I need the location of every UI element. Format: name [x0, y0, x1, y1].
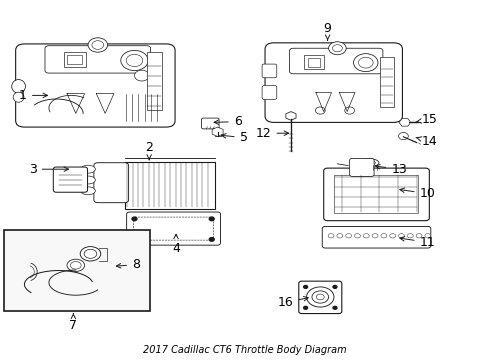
- Circle shape: [398, 132, 407, 140]
- Text: 1: 1: [19, 89, 47, 102]
- Circle shape: [306, 287, 333, 307]
- Text: 12: 12: [255, 127, 288, 140]
- Ellipse shape: [70, 261, 81, 269]
- Ellipse shape: [359, 159, 378, 167]
- FancyBboxPatch shape: [201, 118, 219, 129]
- FancyBboxPatch shape: [322, 226, 430, 248]
- Circle shape: [389, 234, 395, 238]
- Ellipse shape: [362, 160, 375, 165]
- Text: 14: 14: [415, 135, 436, 148]
- Circle shape: [407, 234, 412, 238]
- Ellipse shape: [84, 249, 97, 258]
- Circle shape: [332, 285, 336, 288]
- Ellipse shape: [13, 92, 24, 102]
- Text: 16: 16: [277, 296, 307, 309]
- FancyBboxPatch shape: [45, 46, 150, 73]
- Ellipse shape: [80, 247, 101, 261]
- Text: 7: 7: [69, 314, 77, 332]
- Circle shape: [88, 38, 107, 52]
- Circle shape: [327, 234, 333, 238]
- FancyBboxPatch shape: [262, 64, 276, 78]
- Circle shape: [415, 234, 421, 238]
- Text: 15: 15: [415, 113, 436, 126]
- Circle shape: [371, 234, 377, 238]
- Circle shape: [209, 217, 214, 221]
- FancyBboxPatch shape: [349, 158, 373, 176]
- Ellipse shape: [67, 259, 84, 271]
- Circle shape: [332, 306, 336, 309]
- Bar: [380, 57, 393, 107]
- Bar: [4, 230, 149, 311]
- Ellipse shape: [12, 80, 25, 93]
- Circle shape: [209, 238, 214, 241]
- Text: 3: 3: [29, 163, 68, 176]
- Circle shape: [134, 70, 149, 81]
- Ellipse shape: [81, 176, 95, 184]
- FancyBboxPatch shape: [298, 281, 341, 314]
- Text: 2: 2: [145, 141, 153, 160]
- Bar: [307, 58, 320, 67]
- Circle shape: [336, 234, 342, 238]
- FancyBboxPatch shape: [323, 168, 428, 221]
- Bar: [67, 55, 81, 64]
- FancyBboxPatch shape: [126, 212, 220, 245]
- Text: 2017 Cadillac CT6 Throttle Body Diagram: 2017 Cadillac CT6 Throttle Body Diagram: [142, 345, 346, 355]
- Circle shape: [380, 234, 386, 238]
- Text: 8: 8: [116, 258, 140, 271]
- Bar: [124, 162, 215, 209]
- Circle shape: [328, 42, 346, 55]
- Bar: [63, 52, 85, 67]
- Text: 4: 4: [172, 234, 180, 255]
- Circle shape: [332, 45, 342, 52]
- Circle shape: [303, 285, 307, 288]
- FancyBboxPatch shape: [53, 167, 87, 192]
- FancyBboxPatch shape: [264, 43, 402, 122]
- Circle shape: [132, 217, 137, 221]
- Circle shape: [315, 107, 325, 114]
- Bar: [333, 175, 417, 213]
- Circle shape: [132, 238, 137, 241]
- Circle shape: [345, 234, 351, 238]
- Text: 9: 9: [323, 22, 331, 40]
- Ellipse shape: [81, 165, 95, 173]
- FancyBboxPatch shape: [289, 48, 382, 74]
- Circle shape: [311, 291, 328, 303]
- FancyBboxPatch shape: [16, 44, 175, 127]
- Circle shape: [126, 54, 142, 67]
- FancyBboxPatch shape: [262, 86, 276, 99]
- Bar: [146, 52, 162, 110]
- Circle shape: [398, 234, 404, 238]
- Circle shape: [303, 306, 307, 309]
- Text: 13: 13: [375, 163, 406, 176]
- Text: 6: 6: [214, 115, 241, 128]
- Circle shape: [358, 57, 372, 68]
- Circle shape: [344, 107, 354, 114]
- Bar: [304, 55, 323, 69]
- Circle shape: [353, 54, 377, 72]
- Circle shape: [316, 294, 324, 300]
- Circle shape: [92, 41, 103, 49]
- Text: 5: 5: [221, 131, 247, 144]
- Ellipse shape: [81, 187, 95, 195]
- Text: 11: 11: [399, 236, 434, 249]
- Circle shape: [121, 50, 148, 71]
- FancyBboxPatch shape: [94, 163, 128, 203]
- Text: 10: 10: [399, 187, 434, 200]
- Circle shape: [363, 234, 368, 238]
- Circle shape: [424, 234, 430, 238]
- Circle shape: [354, 234, 360, 238]
